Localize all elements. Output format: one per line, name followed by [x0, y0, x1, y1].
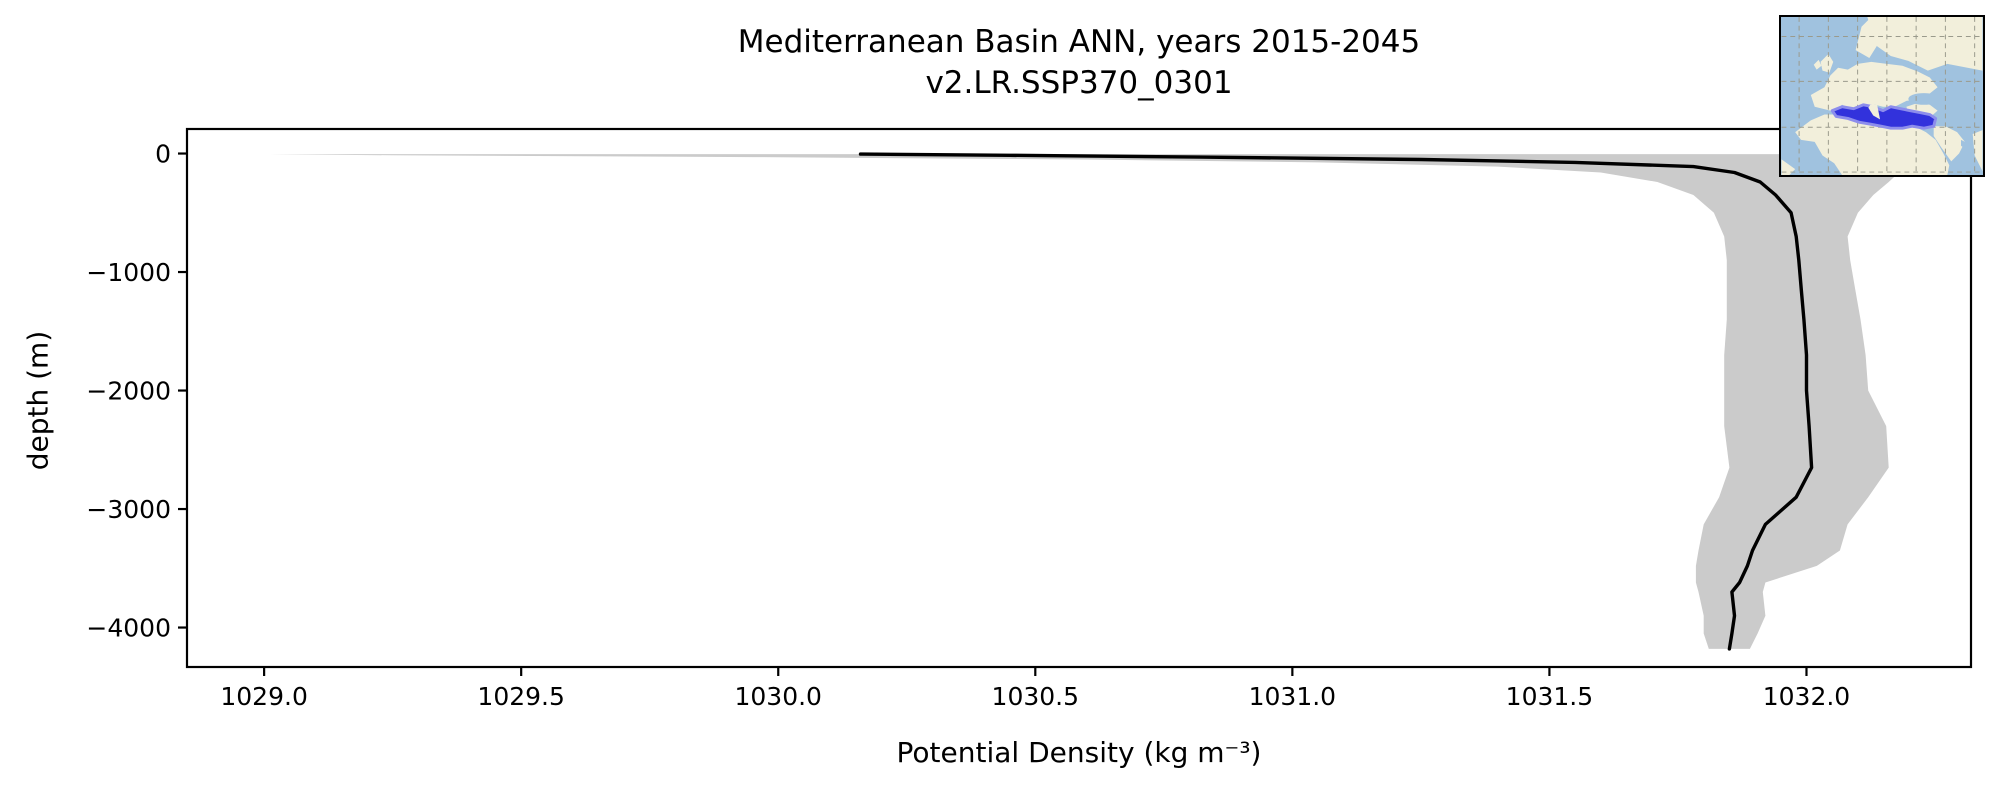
- inset-land: [1867, 17, 1983, 71]
- inset-land: [1820, 54, 1834, 73]
- y-axis-ticks: 0 −1000 −2000 −3000 −4000: [86, 140, 187, 643]
- inset-black-sea: [1908, 93, 1940, 105]
- chart-title: Mediterranean Basin ANN, years 2015-2045…: [187, 22, 1971, 104]
- y-tick-label: −2000: [86, 377, 171, 406]
- inset-land: [1795, 114, 1950, 175]
- x-tick-label: 1031.5: [1506, 682, 1593, 711]
- mean-profile-line: [858, 152, 1814, 651]
- inset-land: [1868, 104, 1881, 120]
- inset-caspian-sea: [1963, 85, 1976, 113]
- y-tick-label: −1000: [86, 258, 171, 287]
- chart-title-line2: v2.LR.SSP370_0301: [925, 65, 1233, 101]
- y-tick-label: 0: [155, 140, 171, 169]
- inset-land: [1813, 59, 1822, 70]
- x-tick-label: 1032.0: [1763, 682, 1850, 711]
- inset-land: [1781, 159, 1796, 175]
- uncertainty-band: [269, 154, 1910, 649]
- x-tick-label: 1030.5: [992, 682, 1079, 711]
- x-tick-label: 1031.0: [1249, 682, 1336, 711]
- y-tick-label: −3000: [86, 495, 171, 524]
- inset-land: [1933, 126, 1965, 162]
- x-tick-label: 1029.5: [477, 682, 564, 711]
- inset-persian-gulf: [1961, 139, 1973, 152]
- x-tick-label: 1030.0: [734, 682, 821, 711]
- y-tick-label: −4000: [86, 614, 171, 643]
- inset-map-mediterranean: [1779, 15, 1985, 177]
- inset-land: [1972, 130, 1983, 172]
- inset-land: [1855, 17, 1883, 58]
- chart-title-line1: Mediterranean Basin ANN, years 2015-2045: [737, 24, 1421, 60]
- x-tick-label: 1029.0: [220, 682, 307, 711]
- x-axis-label: Potential Density (kg m⁻³): [896, 736, 1262, 769]
- x-axis-ticks: 1029.0 1029.5 1030.0 1030.5 1031.0 1031.5 1032…: [220, 667, 1850, 711]
- plot-spines: [185, 127, 1973, 669]
- y-axis-label: depth (m): [21, 330, 55, 471]
- inset-land: [1810, 61, 1938, 111]
